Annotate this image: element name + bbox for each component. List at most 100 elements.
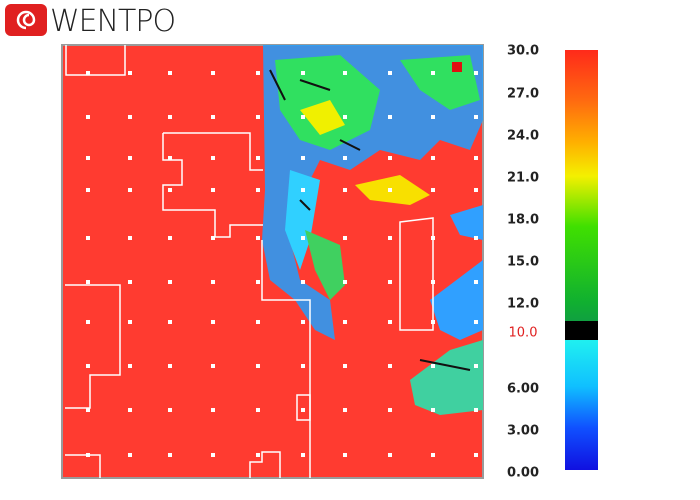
grid-dot: [256, 156, 260, 160]
colorbar-label: 27.0: [507, 87, 539, 102]
grid-dot: [211, 71, 215, 75]
logo-text: WENTPO: [50, 4, 175, 39]
colorbar-label: 6.00: [507, 382, 539, 397]
colorbar-label: 21.0: [507, 171, 539, 186]
colorbar-label: 3.00: [507, 424, 539, 439]
grid-dot: [388, 236, 392, 240]
grid-dot: [211, 188, 215, 192]
echo: [285, 170, 320, 270]
grid-dot: [301, 280, 305, 284]
grid-dot: [128, 320, 132, 324]
marker: [452, 62, 462, 72]
grid-dot: [388, 156, 392, 160]
colorbar-label: 30.0: [507, 44, 539, 59]
grid-dot: [86, 280, 90, 284]
grid-dot: [256, 453, 260, 457]
grid-dot: [168, 156, 172, 160]
grid-dot: [301, 71, 305, 75]
grid-dot: [301, 188, 305, 192]
grid-dot: [474, 188, 478, 192]
grid-dot: [431, 115, 435, 119]
grid-dot: [86, 236, 90, 240]
grid-dot: [431, 156, 435, 160]
grid-dot: [128, 156, 132, 160]
colorbar-label: 12.0: [507, 297, 539, 312]
grid-dot: [86, 115, 90, 119]
grid-dot: [86, 453, 90, 457]
grid-dots: [86, 71, 478, 457]
grid-dot: [388, 115, 392, 119]
grid-dot: [301, 115, 305, 119]
grid-dot: [343, 236, 347, 240]
grid-dot: [301, 364, 305, 368]
grid-dot: [211, 156, 215, 160]
grid-dot: [388, 188, 392, 192]
grid-dot: [128, 453, 132, 457]
echo: [410, 340, 483, 415]
echo: [300, 100, 345, 135]
grid-dot: [343, 320, 347, 324]
grid-dot: [211, 320, 215, 324]
grid-dot: [301, 408, 305, 412]
grid-dot: [343, 453, 347, 457]
grid-dot: [301, 236, 305, 240]
grid-dot: [168, 188, 172, 192]
echo: [430, 260, 483, 340]
grid-dot: [474, 364, 478, 368]
grid-dot: [343, 115, 347, 119]
grid-dot: [128, 71, 132, 75]
colorbar-label: 18.0: [507, 213, 539, 228]
grid-dot: [211, 115, 215, 119]
grid-dot: [128, 115, 132, 119]
weather-echoes: [262, 45, 483, 415]
boundaries: [65, 45, 434, 478]
grid-dot: [86, 156, 90, 160]
grid-dot: [388, 320, 392, 324]
grid-dot: [474, 236, 478, 240]
echo: [305, 230, 345, 300]
grid-dot: [256, 115, 260, 119]
grid-dot: [256, 280, 260, 284]
grid-dot: [388, 408, 392, 412]
colorbar-label: 10.0: [509, 326, 538, 341]
grid-dot: [256, 71, 260, 75]
grid-dot: [128, 364, 132, 368]
grid-dot: [168, 364, 172, 368]
grid-dot: [474, 408, 478, 412]
grid-dot: [168, 320, 172, 324]
grid-dot: [211, 408, 215, 412]
grid-dot: [86, 188, 90, 192]
grid-dot: [168, 408, 172, 412]
grid-dot: [256, 364, 260, 368]
grid-dot: [86, 320, 90, 324]
colorbar-labels: 30.0 27.0 24.0 21.0 18.0 15.0 12.0 10.0 …: [507, 44, 539, 481]
grid-dot: [301, 453, 305, 457]
grid-dot: [343, 188, 347, 192]
grid-dot: [168, 453, 172, 457]
grid-dot: [211, 236, 215, 240]
grid-dot: [86, 71, 90, 75]
grid-dot: [388, 280, 392, 284]
grid-dot: [343, 280, 347, 284]
grid-dot: [431, 320, 435, 324]
grid-dot: [388, 71, 392, 75]
grid-dot: [388, 453, 392, 457]
grid-dot: [256, 236, 260, 240]
grid-dot: [474, 280, 478, 284]
map: [61, 44, 484, 479]
grid-dot: [86, 364, 90, 368]
echo: [450, 205, 483, 240]
grid-dot: [211, 453, 215, 457]
grid-dot: [431, 236, 435, 240]
grid-dot: [168, 115, 172, 119]
grid-dot: [474, 453, 478, 457]
grid-dot: [128, 236, 132, 240]
colorbar: [565, 50, 598, 470]
grid-dot: [343, 156, 347, 160]
grid-dot: [431, 71, 435, 75]
grid-dot: [343, 408, 347, 412]
grid-dot: [256, 188, 260, 192]
echo: [269, 69, 471, 371]
logo-swirl: [16, 10, 36, 30]
